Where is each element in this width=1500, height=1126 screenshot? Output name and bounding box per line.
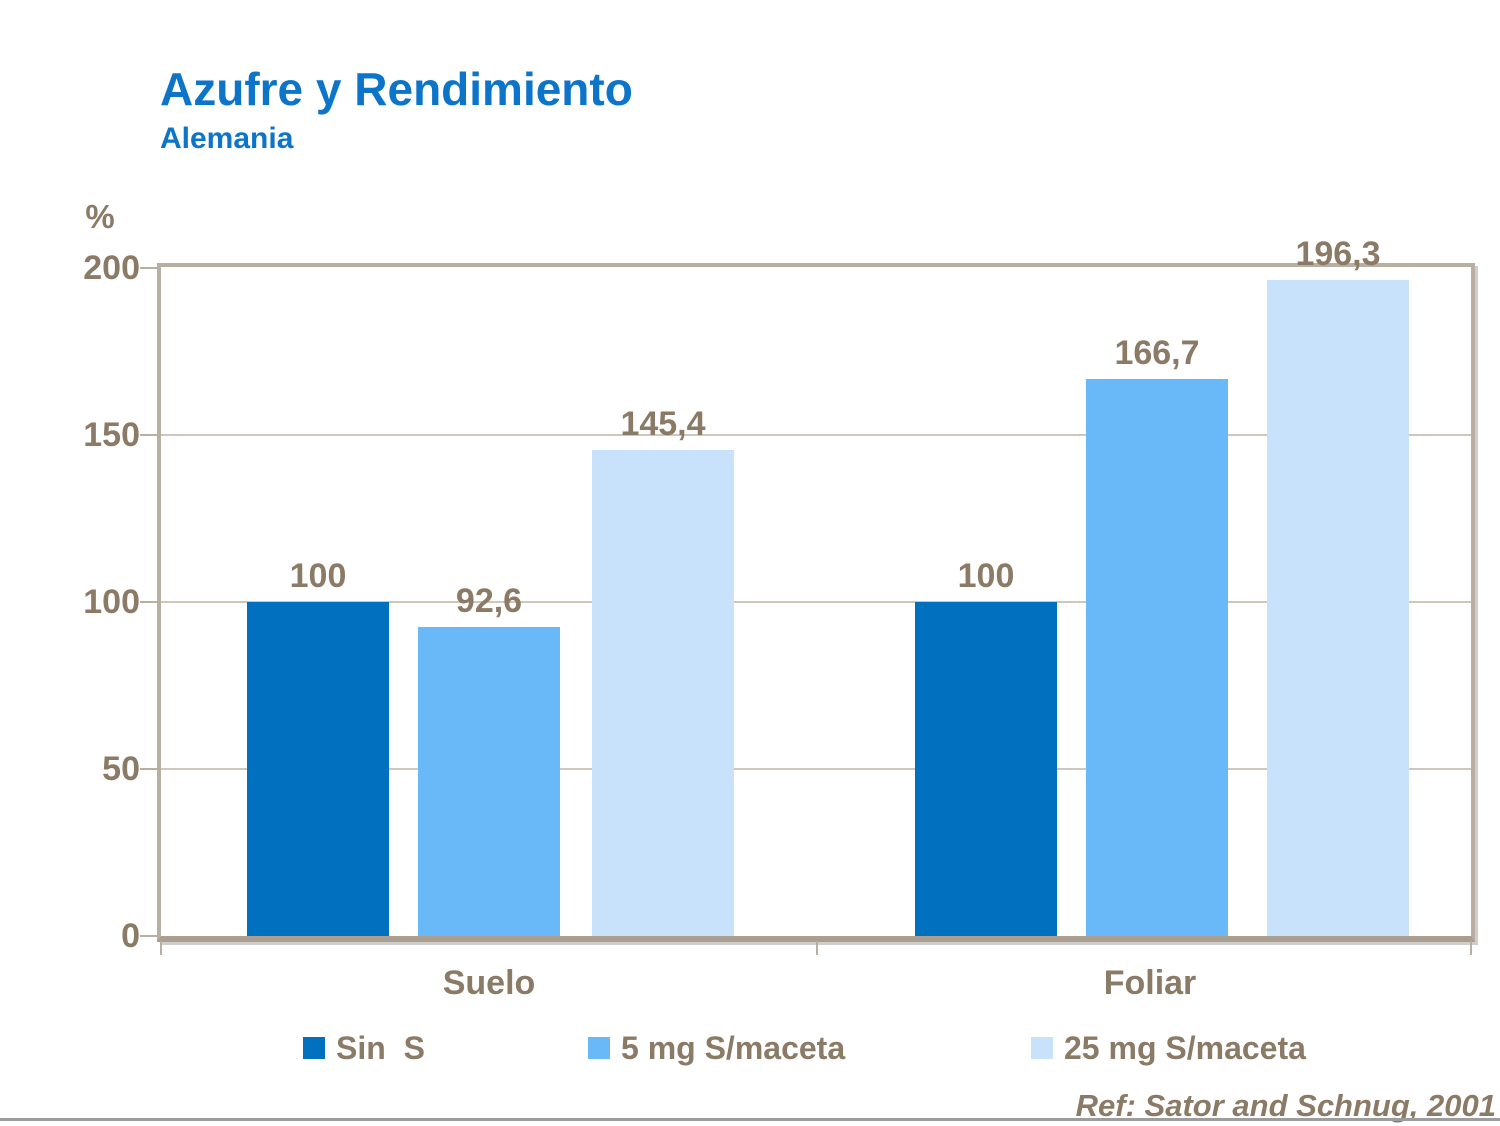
gridline-50 [161,768,1471,770]
bar-foliar-series-2 [1267,280,1409,936]
bar-value-label-foliar-series-2: 196,3 [1295,235,1381,274]
y-tick-mark-0 [140,935,161,937]
category-label-foliar: Foliar [1103,964,1197,1002]
legend-item-sin-s: Sin S [303,1030,425,1066]
reference-text: Ref: Sator and Schnug, 2001 [1075,1088,1496,1123]
chart-subtitle: Alemania [160,122,294,155]
bottom-rule [0,1118,1500,1121]
y-axis-unit-label: % [85,198,115,235]
y-tick-label-200: 200 [83,249,140,287]
bar-value-label-suelo-series-2: 145,4 [620,405,706,444]
y-tick-label-0: 0 [121,917,140,955]
bar-value-label-suelo-series-1: 92,6 [455,581,523,620]
legend-label-5mg: 5 mg S/maceta [621,1029,846,1066]
bar-suelo-series-1 [418,626,560,936]
y-tick-mark-50 [140,768,161,770]
x-tick-mark-1 [816,941,818,955]
bar-foliar-series-0 [915,602,1057,936]
gridline-150 [161,434,1471,436]
legend-item-25mg: 25 mg S/maceta [1031,1030,1306,1066]
y-tick-label-150: 150 [83,416,140,454]
legend-label-sin-s: Sin S [336,1029,425,1066]
bar-value-label-foliar-series-0: 100 [957,557,1015,595]
category-label-suelo: Suelo [442,964,536,1002]
bar-suelo-series-0 [247,602,389,936]
y-tick-mark-150 [140,434,161,436]
y-tick-label-100: 100 [83,583,140,621]
x-tick-mark-0 [160,941,162,955]
bar-foliar-series-1 [1086,379,1228,936]
y-tick-mark-100 [140,601,161,603]
gridline-100 [161,601,1471,603]
bar-value-label-suelo-series-0: 100 [289,557,347,595]
chart-title: Azufre y Rendimiento [160,63,633,115]
bar-suelo-series-2 [592,450,734,936]
legend-label-25mg: 25 mg S/maceta [1064,1029,1306,1066]
legend-swatch-5mg [588,1037,610,1059]
y-tick-mark-200 [140,267,161,269]
legend-swatch-25mg [1031,1037,1053,1059]
legend-item-5mg: 5 mg S/maceta [588,1030,845,1066]
bar-value-label-foliar-series-1: 166,7 [1114,334,1200,373]
y-tick-label-50: 50 [102,750,140,788]
x-tick-mark-2 [1470,941,1472,955]
legend-swatch-sin-s [303,1037,325,1059]
